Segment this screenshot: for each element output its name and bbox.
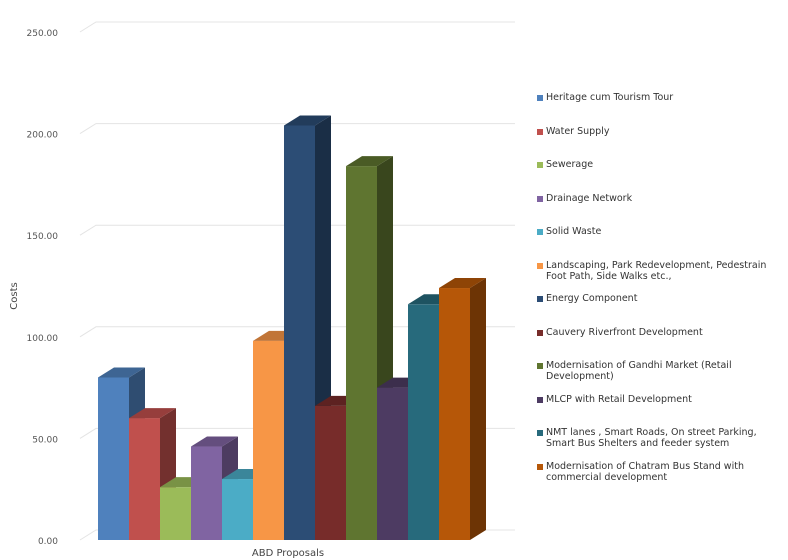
legend-label: Landscaping, Park Redevelopment, Pedestr… [546,259,767,282]
bar-front [346,166,377,540]
legend-label: MLCP with Retail Development [546,393,692,405]
legend-item: Heritage cum Tourism Tour [537,92,786,103]
y-tick-label: 200.00 [27,131,59,141]
bar-front [377,387,408,540]
legend-swatch [537,296,543,302]
legend-label: Water Supply [546,125,610,137]
y-tick-label: 0.00 [38,537,58,547]
legend-item: Sewerage [537,159,786,170]
bar-top [346,156,393,167]
legend-swatch [537,95,543,101]
legend-item: MLCP with Retail Development [537,394,786,405]
bar-front [439,288,470,540]
legend-swatch [537,195,543,202]
bar-front [253,340,284,540]
bar-front [408,304,439,540]
legend-label: Drainage Network [546,192,633,204]
y-tick-label: 50.00 [32,435,58,445]
y-axis-title: Costs [9,282,20,309]
legend-swatch [537,430,543,436]
legend-label: Solid Waste [546,226,602,237]
bar-front [98,377,129,540]
legend-item: Energy Component [537,293,786,304]
bar-front [222,479,253,540]
legend-swatch [537,363,543,369]
legend-label: Modernisation of Gandhi Market (Retail D… [546,360,732,382]
gridline [79,21,515,33]
legend-item: Solid Waste [537,226,786,237]
legend-swatch [537,128,543,135]
bar-top [129,408,176,419]
legend-item: Modernisation of Gandhi Market (Retail D… [537,360,786,382]
bar-front [191,446,222,540]
legend-label: Cauvery Riverfront Development [546,326,703,338]
legend-item: Cauvery Riverfront Development [537,327,786,338]
y-tick-label: 150.00 [27,232,59,242]
bar-front [129,418,160,540]
gridline [79,123,515,135]
bar [439,278,486,540]
legend-label: Sewerage [546,159,594,170]
legend-item: Drainage Network [537,193,786,204]
legend-item: Water Supply [537,126,786,137]
legend-item: NMT lanes , Smart Roads, On street Parki… [537,427,786,449]
bar-front [284,125,315,541]
legend-swatch [537,463,543,470]
bar-front [160,487,191,540]
legend-item: Landscaping, Park Redevelopment, Pedestr… [537,260,786,282]
legend-label: Heritage cum Tourism Tour [546,92,674,103]
y-tick-label: 100.00 [27,334,59,344]
legend-label: Modernisation of Chatram Bus Stand with … [546,460,744,483]
bar-top [439,278,486,289]
legend-swatch [537,396,543,403]
bar-top [98,367,145,378]
x-axis-title: ABD Proposals [252,548,324,559]
legend-swatch [537,329,543,336]
y-axis-ticks: 0.00 50.00 100.00 150.00 200.00 250.00 [27,29,59,547]
bars [98,115,486,541]
legend-swatch [537,262,543,269]
bar-front [315,405,346,540]
bar-top [191,436,238,447]
y-tick-label: 250.00 [27,29,59,39]
legend-label: Energy Component [546,293,638,304]
legend-swatch [537,162,543,168]
bar-top [284,115,331,126]
bar-side [470,278,486,540]
legend-item: Modernisation of Chatram Bus Stand with … [537,461,786,483]
legend-swatch [537,229,543,235]
legend-label: NMT lanes , Smart Roads, On street Parki… [546,427,757,449]
